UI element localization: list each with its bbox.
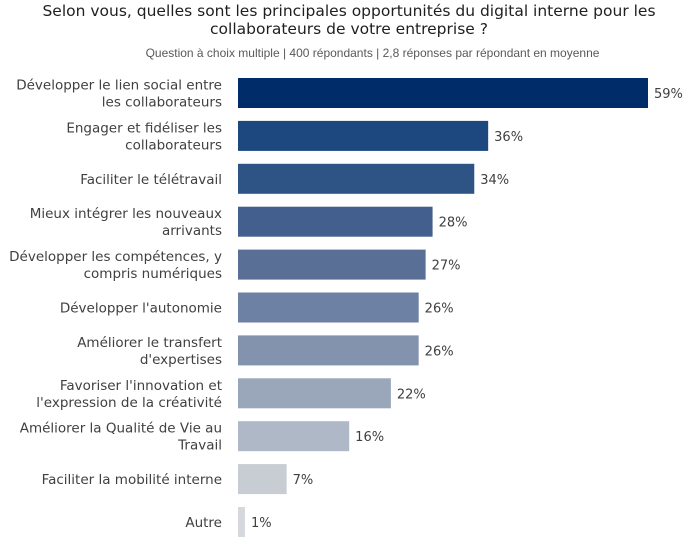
- value-label-6: 26%: [425, 344, 454, 359]
- value-label-2: 34%: [480, 173, 509, 188]
- bar-1: [238, 120, 489, 151]
- value-label-10: 1%: [251, 516, 272, 531]
- chart-title-line2: collaborateurs de votre entreprise ?: [210, 20, 488, 38]
- bar-4: [238, 249, 426, 280]
- bar-7: [238, 378, 391, 409]
- category-label-7: Favoriser l'innovation et l'expression de…: [36, 378, 222, 411]
- bar-6: [238, 335, 419, 366]
- chart-title: Selon vous, quelles sont les principales…: [0, 2, 698, 38]
- value-label-0: 59%: [654, 87, 683, 102]
- bar-10: [238, 507, 245, 537]
- category-label-0: Développer le lien social entre les colla…: [16, 78, 222, 111]
- category-label-10: Autre: [185, 515, 222, 531]
- category-label-9: Faciliter la mobilité interne: [42, 472, 222, 488]
- bar-3: [238, 206, 433, 237]
- category-label-5: Développer l'autonomie: [60, 301, 222, 317]
- category-label-3: Mieux intégrer les nouveaux arrivants: [30, 206, 222, 239]
- bar-8: [238, 421, 350, 452]
- category-label-6: Améliorer le transfert d'expertises: [77, 335, 222, 368]
- category-label-2: Faciliter le télétravail: [80, 172, 222, 188]
- value-label-5: 26%: [425, 302, 454, 317]
- value-label-3: 28%: [439, 216, 468, 231]
- category-label-1: Engager et fidéliser les collaborateurs: [66, 120, 222, 153]
- value-label-7: 22%: [397, 387, 426, 402]
- bar-9: [238, 464, 287, 495]
- value-label-8: 16%: [355, 430, 384, 445]
- category-label-4: Développer les compétences, y compris num…: [9, 249, 222, 282]
- bar-5: [238, 292, 419, 323]
- value-label-9: 7%: [293, 473, 314, 488]
- category-label-8: Améliorer la Qualité de Vie au Travail: [20, 421, 222, 454]
- value-label-1: 36%: [494, 130, 523, 145]
- chart-title-line1: Selon vous, quelles sont les principales…: [42, 2, 656, 20]
- bar-0: [238, 78, 648, 108]
- value-label-4: 27%: [432, 259, 461, 274]
- bar-2: [238, 163, 475, 194]
- chart-subtitle: Question à choix multiple | 400 répondan…: [145, 46, 600, 60]
